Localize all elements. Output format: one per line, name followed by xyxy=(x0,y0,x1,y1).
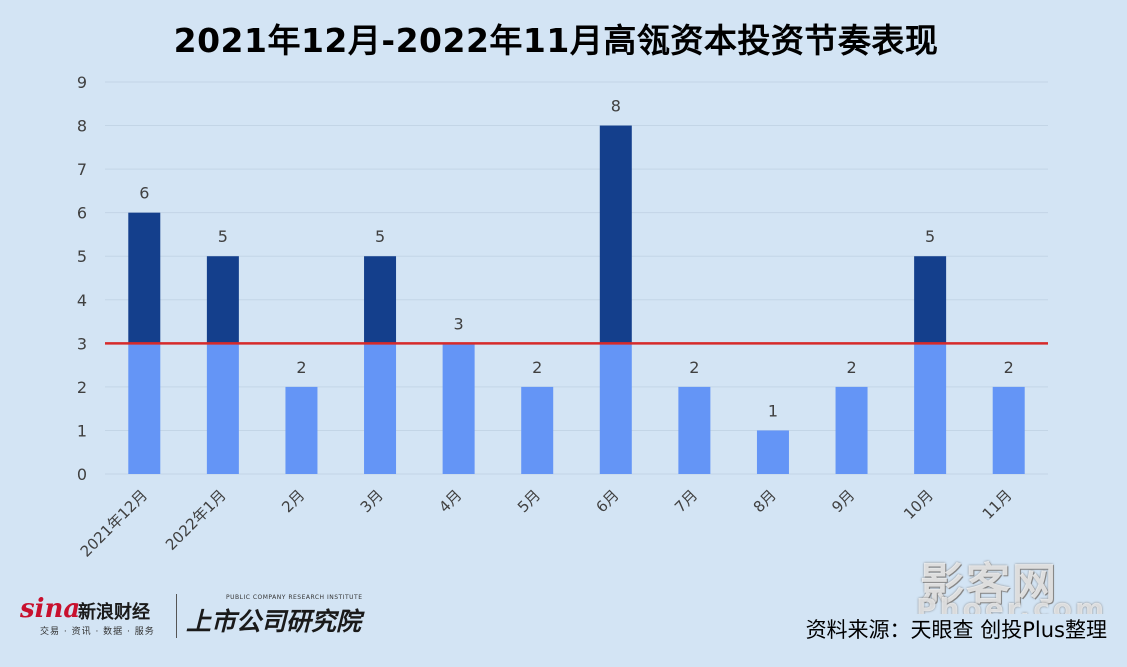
y-tick-label: 1 xyxy=(77,421,87,440)
bar-above-reference-segment xyxy=(914,256,947,344)
footer-divider xyxy=(176,594,177,638)
bar-base-segment xyxy=(442,343,475,474)
bar-data-label: 6 xyxy=(139,184,149,203)
bar-data-label: 1 xyxy=(768,401,778,420)
bar-data-label: 5 xyxy=(925,227,935,246)
y-tick-label: 5 xyxy=(77,247,87,266)
x-tick-label: 3月 xyxy=(357,486,387,516)
watermark: 影客网 Phoer.com xyxy=(916,548,1104,625)
x-tick-label: 9月 xyxy=(828,486,858,516)
bar-base-segment xyxy=(285,386,318,474)
y-tick-label: 0 xyxy=(77,465,87,484)
bar-data-label: 2 xyxy=(296,358,306,377)
bar-base-segment xyxy=(364,343,397,474)
y-tick-label: 6 xyxy=(77,204,87,223)
sina-logo-tagline: 交易 · 资讯 · 数据 · 服务 xyxy=(40,627,155,637)
bar-data-label: 5 xyxy=(218,227,228,246)
bar-data-label: 2 xyxy=(846,358,856,377)
chart-title: 2021年12月-2022年11月高瓴资本投资节奏表现 xyxy=(173,21,939,60)
bar-base-segment xyxy=(599,343,632,474)
bar-base-segment xyxy=(678,386,711,474)
watermark-cn: 影客网 xyxy=(920,559,1058,610)
x-tick-label: 5月 xyxy=(514,486,544,516)
bar-base-segment xyxy=(914,343,947,474)
x-tick-label: 11月 xyxy=(979,486,1016,523)
bar-data-label: 2 xyxy=(689,358,699,377)
y-tick-label: 7 xyxy=(77,160,87,179)
institute-logo-cn: 上市公司研究院 xyxy=(186,607,362,636)
bar-data-label: 5 xyxy=(375,227,385,246)
bar-data-label: 3 xyxy=(454,314,464,333)
bar-base-segment xyxy=(206,343,239,474)
sina-logo-name: 新浪财经 xyxy=(78,602,150,623)
bar-above-reference-segment xyxy=(364,256,397,344)
research-institute-logo: PUBLIC COMPANY RESEARCH INSTITUTE 上市公司研究… xyxy=(186,592,386,640)
x-tick-label: 2月 xyxy=(278,486,308,516)
y-tick-label: 9 xyxy=(77,73,87,92)
x-tick-label: 10月 xyxy=(900,486,937,523)
y-tick-label: 8 xyxy=(77,117,87,136)
bar-base-segment xyxy=(992,386,1025,474)
source-note: 资料来源：天眼查 创投Plus整理 xyxy=(803,614,1109,644)
bar-data-label: 8 xyxy=(611,97,621,116)
bar-data-label: 2 xyxy=(532,358,542,377)
bar-above-reference-segment xyxy=(206,256,239,344)
bar-above-reference-segment xyxy=(599,125,632,344)
y-tick-label: 2 xyxy=(77,378,87,397)
x-tick-label: 6月 xyxy=(593,486,623,516)
y-tick-label: 4 xyxy=(77,291,87,310)
bar-base-segment xyxy=(128,343,161,474)
x-tick-label: 4月 xyxy=(435,486,465,516)
bar-above-reference-segment xyxy=(128,212,161,344)
x-tick-label: 2021年12月 xyxy=(77,486,151,560)
bar-base-segment xyxy=(756,430,789,474)
y-tick-label: 3 xyxy=(77,334,87,353)
x-tick-label: 2022年1月 xyxy=(162,486,230,554)
x-tick-label: 8月 xyxy=(750,486,780,516)
sina-finance-logo: sina 新浪财经 交易 · 资讯 · 数据 · 服务 xyxy=(20,592,170,640)
x-tick-label: 7月 xyxy=(671,486,701,516)
bar-data-label: 2 xyxy=(1004,358,1014,377)
bar-base-segment xyxy=(835,386,868,474)
bar-base-segment xyxy=(521,386,554,474)
institute-logo-en: PUBLIC COMPANY RESEARCH INSTITUTE xyxy=(226,594,363,601)
sina-logo-word: sina xyxy=(20,594,81,624)
